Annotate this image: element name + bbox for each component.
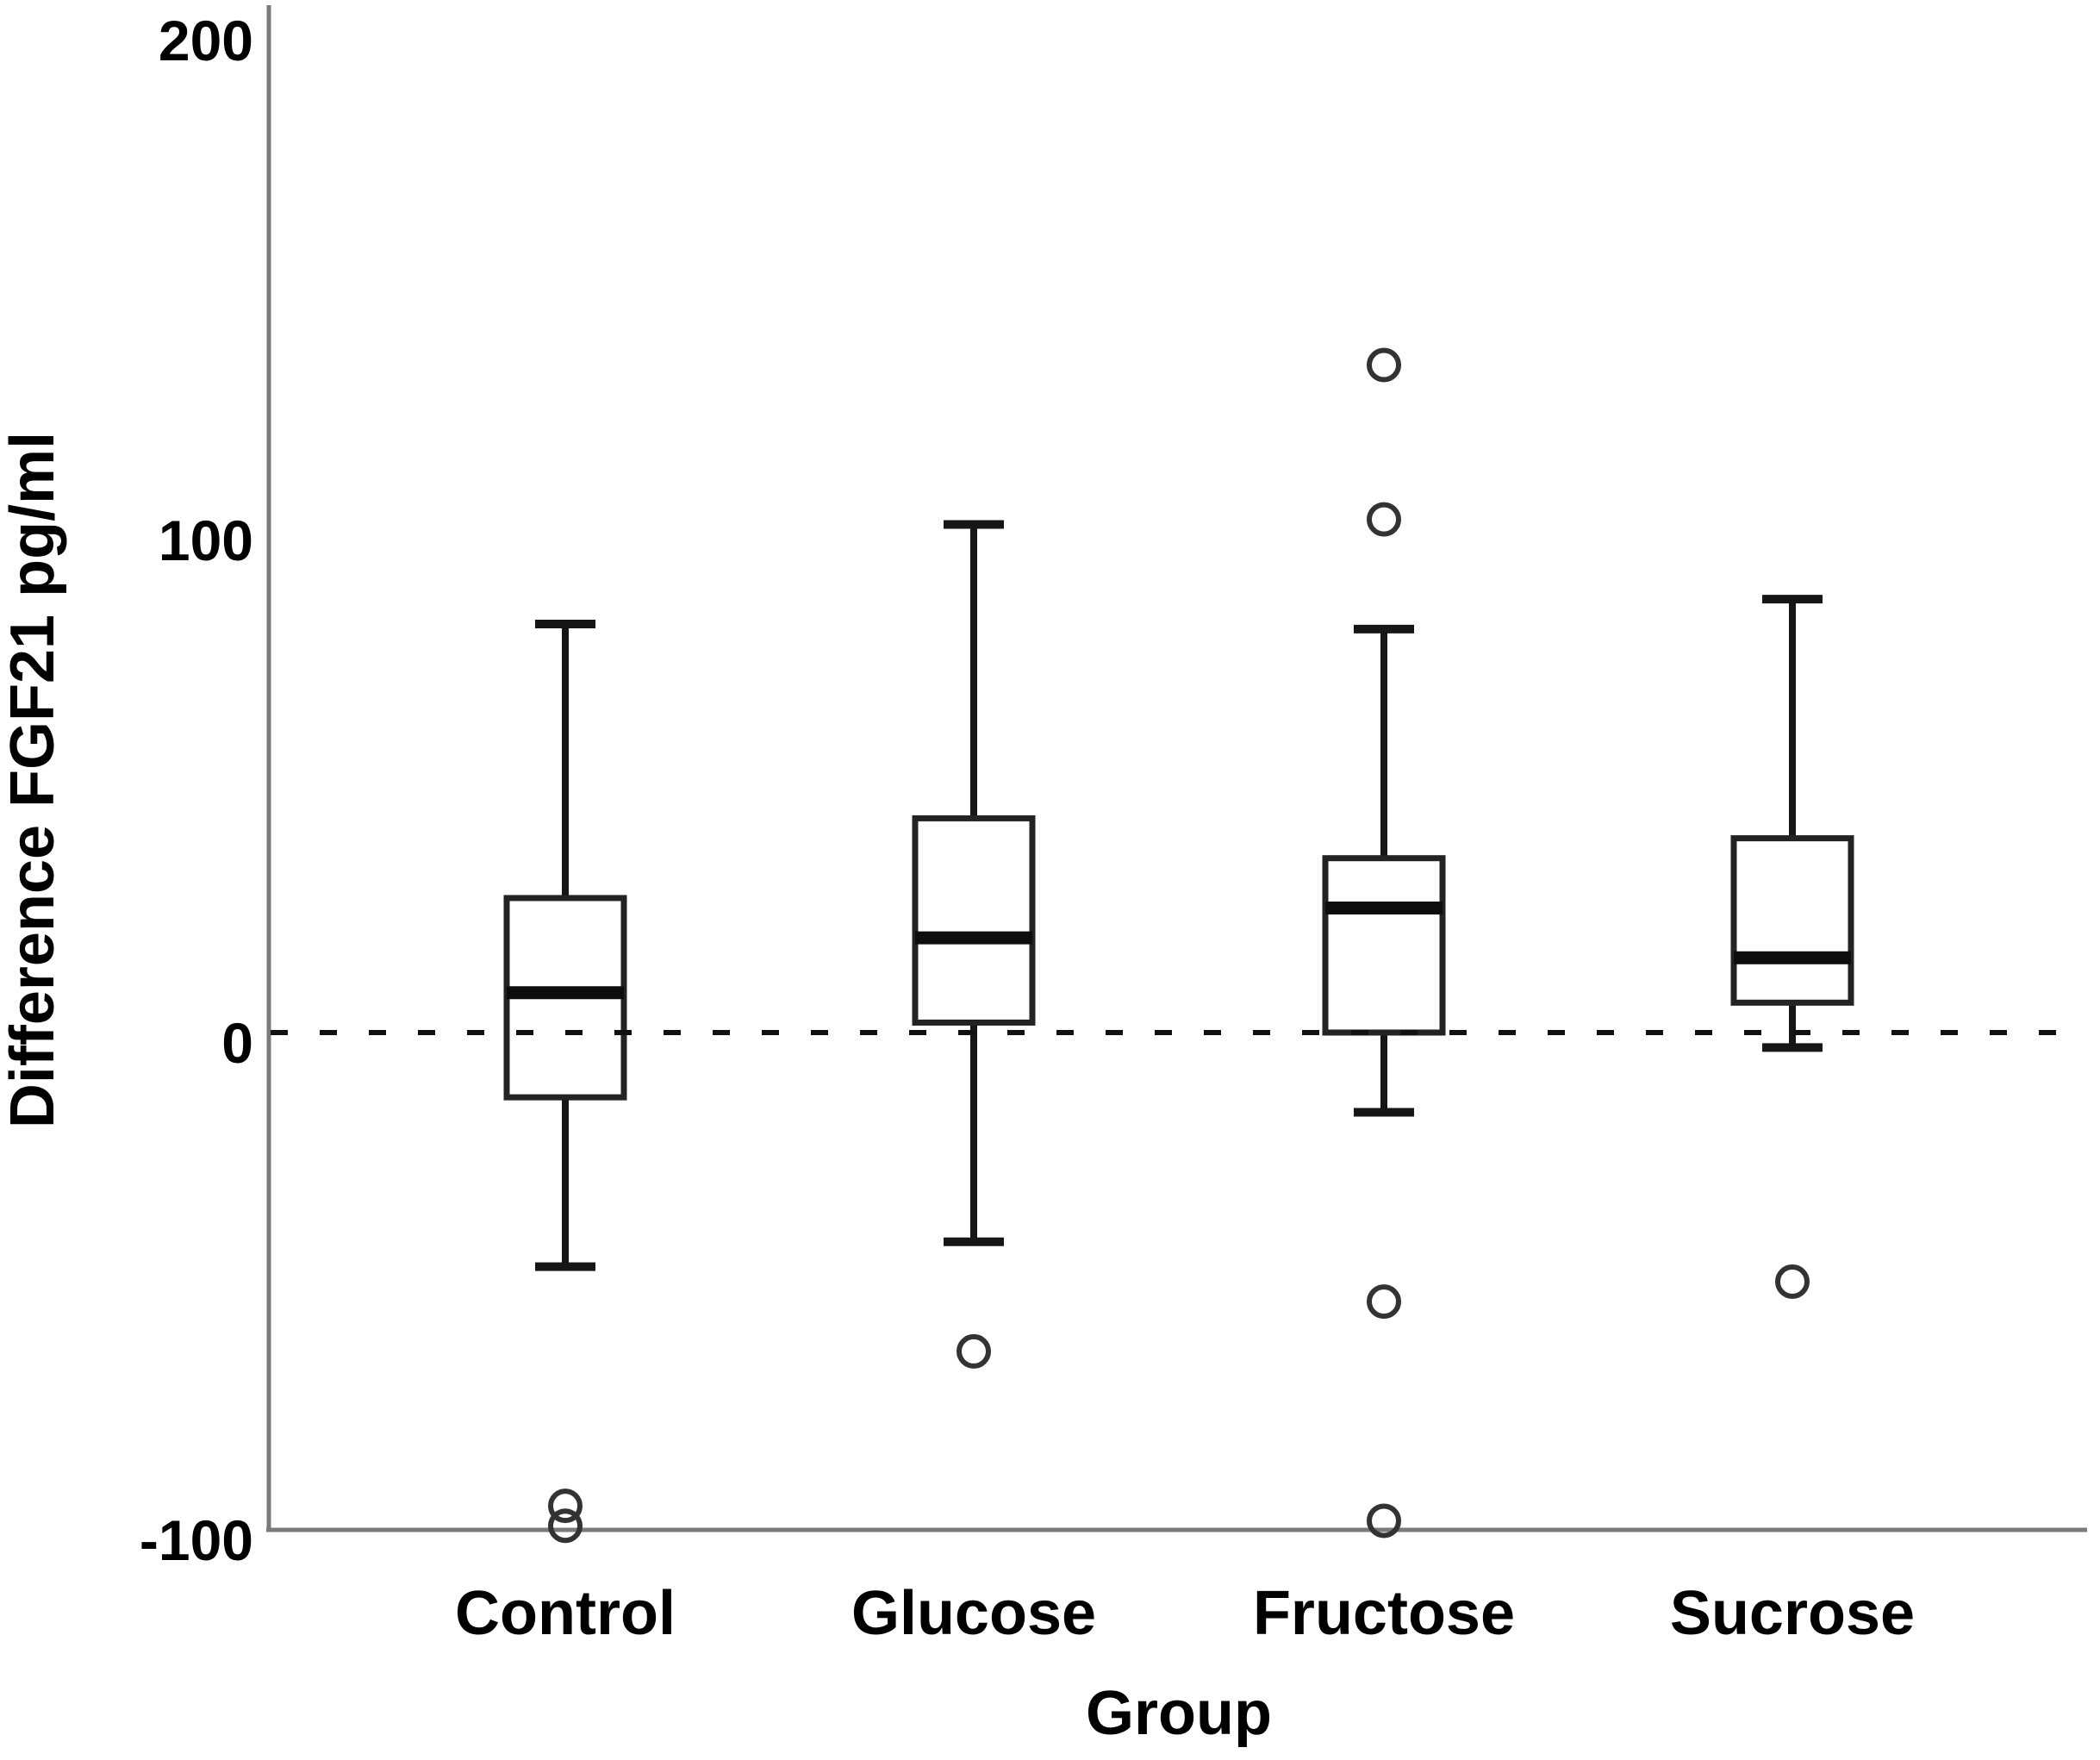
control-outlier-point <box>548 1489 583 1524</box>
x-axis-title: Group <box>1086 1679 1272 1748</box>
y-tick-0: 0 <box>221 1011 253 1075</box>
x-tick-glucose: Glucose <box>851 1579 1096 1648</box>
sucrose-iqr-box <box>1730 835 1854 1006</box>
x-tick-control: Control <box>455 1579 676 1648</box>
control-outlier-point <box>548 1508 583 1544</box>
sucrose-outlier-point <box>1775 1264 1810 1299</box>
fructose-outlier-point <box>1367 1284 1401 1320</box>
fructose-outlier-point <box>1367 347 1401 383</box>
median-outlier-layer <box>507 347 1851 1544</box>
y-axis-title: Difference FGF21 pg/ml <box>0 432 67 1128</box>
fructose-iqr-box <box>1322 855 1446 1036</box>
y-tick-200: 200 <box>159 9 253 72</box>
y-tick-100: 100 <box>159 509 253 572</box>
fructose-outlier-point <box>1367 502 1401 537</box>
fructose-outlier-point <box>1367 1503 1401 1538</box>
x-tick-fructose: Fructose <box>1253 1579 1515 1648</box>
box-whisker-layer <box>503 520 1854 1271</box>
glucose-outlier-point <box>957 1333 991 1369</box>
x-tick-sucrose: Sucrose <box>1670 1579 1915 1648</box>
y-tick-m100: -100 <box>140 1508 253 1572</box>
glucose-iqr-box <box>912 814 1036 1026</box>
